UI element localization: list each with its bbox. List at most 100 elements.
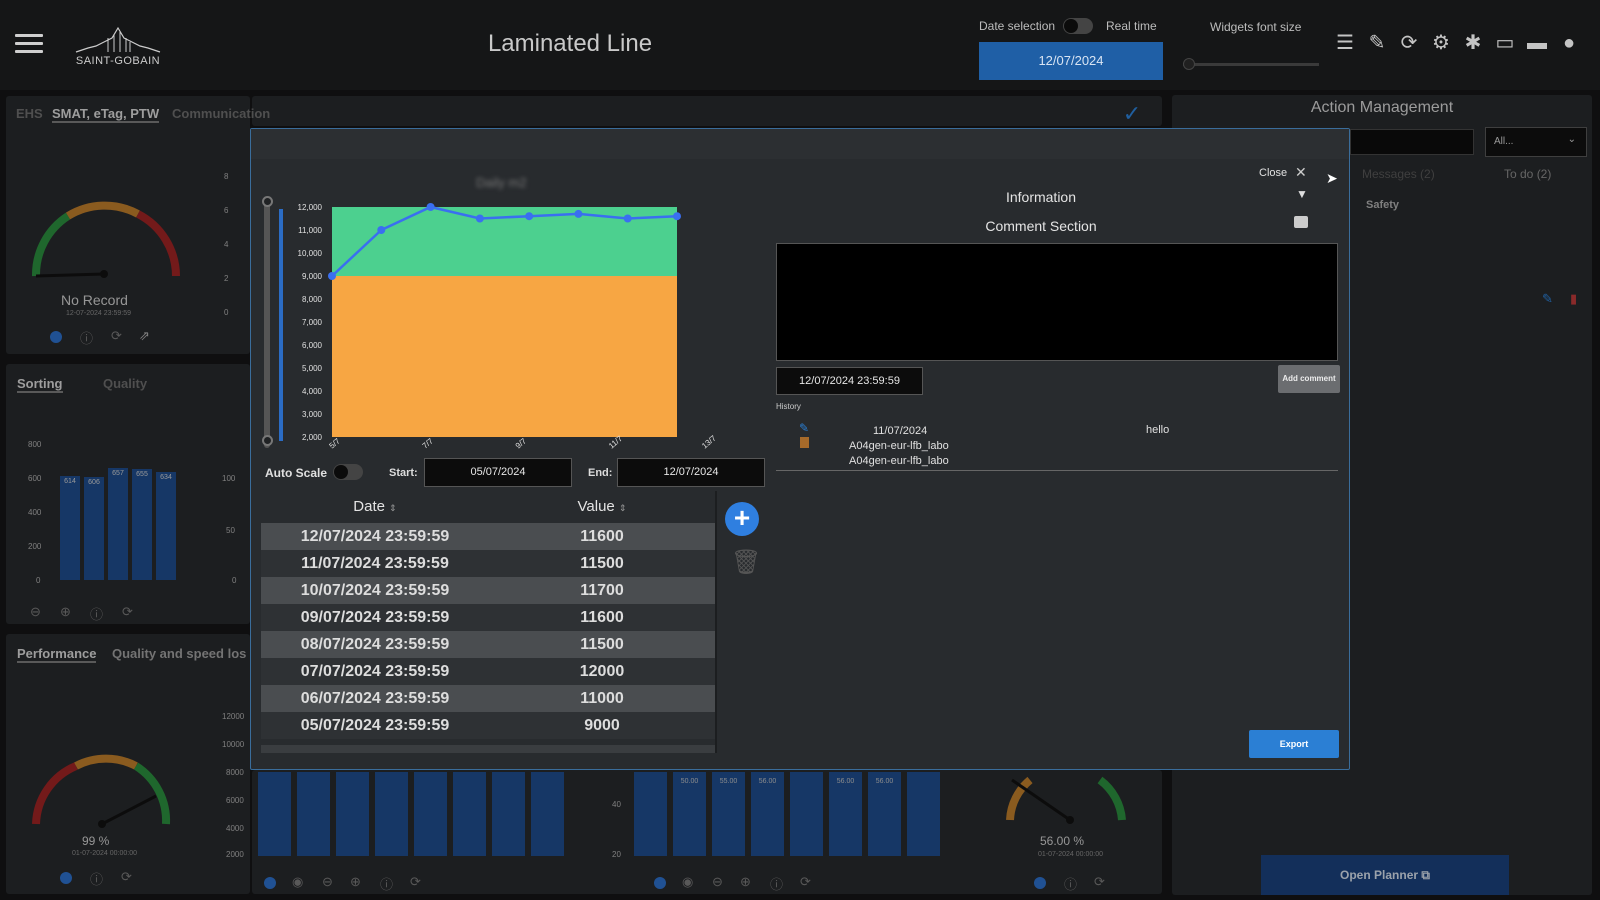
add-row-button[interactable]: + [725, 502, 759, 536]
tab-messages[interactable]: Messages (2) [1362, 167, 1435, 181]
info-icon[interactable]: ⓘ [770, 877, 784, 892]
info-icon[interactable]: ⓘ [90, 607, 104, 622]
tab-quality[interactable]: Quality [103, 376, 148, 391]
range-slider-track[interactable] [264, 202, 270, 448]
bottom-bar [634, 772, 667, 856]
y-tick-label: 6,000 [302, 341, 323, 350]
zoom-out-icon[interactable]: ⊖ [712, 874, 723, 889]
table-row[interactable]: 07/07/2024 23:59:59 12000 [261, 658, 715, 685]
comment-date-input[interactable]: 12/07/2024 23:59:59 [776, 367, 923, 395]
window-icon[interactable]: ▭ [1495, 32, 1515, 54]
gauge1-timestamp: 12-07-2024 23:59:59 [66, 310, 131, 317]
search-input[interactable] [1350, 129, 1474, 155]
cell-value: 9000 [584, 716, 620, 734]
tab-quality-speed[interactable]: Quality and speed los [112, 646, 247, 661]
select-dot-button[interactable] [60, 872, 72, 884]
refresh-icon[interactable]: ⟳ [121, 869, 132, 884]
chevron-down-icon[interactable]: ▼ [1296, 187, 1308, 201]
zoom-in-icon[interactable]: ⊕ [350, 874, 361, 889]
font-size-slider-track[interactable] [1183, 63, 1319, 66]
action-item-label: Safety [1366, 199, 1400, 211]
bar-label: 634 [160, 474, 172, 482]
info-icon[interactable]: ⓘ [80, 331, 94, 346]
refresh-icon[interactable]: ⟳ [800, 874, 811, 889]
refresh-icon[interactable]: ⟳ [1094, 874, 1105, 889]
history-delete-icon[interactable] [800, 437, 809, 448]
y-tick-label: 7,000 [302, 318, 323, 327]
refresh-icon[interactable]: ⟳ [122, 604, 133, 619]
zoom-out-icon[interactable]: ⊖ [322, 874, 333, 889]
range-slider-top-handle[interactable] [262, 196, 273, 207]
delete-icon[interactable]: ▮ [1570, 291, 1578, 306]
hamburger-menu-icon[interactable] [15, 34, 43, 56]
realtime-toggle[interactable] [1063, 18, 1093, 34]
table-row[interactable]: 10/07/2024 23:59:59 11700 [261, 577, 715, 604]
tab-performance[interactable]: Performance [17, 646, 97, 663]
close-icon[interactable]: ✕ [1295, 164, 1307, 180]
column-header-date[interactable]: Date ⇕ [261, 498, 489, 515]
comment-icon[interactable] [1294, 216, 1308, 228]
refresh-icon[interactable]: ⟳ [111, 328, 122, 343]
open-planner-button[interactable]: Open Planner ⧉ [1261, 855, 1509, 895]
zoom-in-icon[interactable]: ⊕ [60, 604, 71, 619]
widgets-font-size-label: Widgets font size [1210, 20, 1302, 34]
delete-row-icon[interactable]: 🗑 [731, 549, 762, 576]
add-comment-button[interactable]: Add comment [1278, 365, 1340, 393]
tab-ehs[interactable]: EHS [16, 106, 43, 121]
column-header-value[interactable]: Value ⇕ [489, 498, 715, 515]
table-row[interactable]: 09/07/2024 23:59:59 11600 [261, 604, 715, 631]
edit-icon[interactable]: ✎ [1542, 291, 1553, 306]
range-slider-bottom-handle[interactable] [262, 435, 273, 446]
layers-icon[interactable]: ☰ [1336, 32, 1354, 54]
start-date-input[interactable]: 05/07/2024 [424, 458, 572, 487]
select-dot-button[interactable] [654, 877, 666, 889]
table-row[interactable]: 05/07/2024 23:59:59 9000 [261, 712, 715, 739]
folder-icon[interactable]: ▬ [1527, 32, 1547, 54]
tab-todo[interactable]: To do (2) [1504, 167, 1552, 181]
auto-scale-toggle[interactable] [333, 464, 363, 480]
filter-select[interactable]: All... ⌄ [1485, 127, 1587, 157]
eye-icon[interactable]: ◉ [292, 874, 304, 889]
bar-label: 655 [136, 470, 148, 478]
export-button[interactable]: Export [1249, 730, 1339, 758]
tab-sorting[interactable]: Sorting [17, 376, 63, 393]
axis-tick: 800 [28, 440, 42, 449]
tab-smat[interactable]: SMAT, eTag, PTW [52, 106, 160, 123]
zoom-out-icon[interactable]: ⊖ [30, 604, 41, 619]
check-add-icon[interactable]: ✓ [1122, 101, 1142, 126]
external-link-icon[interactable]: ⇗ [139, 328, 150, 343]
tab-communication[interactable]: Communication [172, 106, 271, 121]
eye-icon[interactable]: ◉ [682, 874, 694, 889]
info-icon[interactable]: ⓘ [1064, 877, 1078, 892]
table-row[interactable]: 12/07/2024 23:59:59 11600 [261, 523, 715, 550]
y-tick-label: 9,000 [302, 272, 323, 281]
bug-icon[interactable]: ✱ [1464, 32, 1482, 54]
cell-date: 09/07/2024 23:59:59 [300, 608, 450, 626]
user-icon[interactable]: ● [1562, 32, 1576, 54]
select-dot-button[interactable] [50, 331, 62, 343]
font-size-slider-handle[interactable] [1183, 58, 1195, 70]
axis-tick: 8 [224, 172, 229, 181]
cell-value: 11700 [580, 581, 624, 599]
gear-icon[interactable]: ⚙ [1432, 32, 1450, 54]
information-header[interactable]: Information [1005, 189, 1077, 205]
date-picker[interactable]: 12/07/2024 [979, 42, 1163, 80]
zoom-in-icon[interactable]: ⊕ [740, 874, 751, 889]
refresh-icon[interactable]: ⟳ [410, 874, 421, 889]
table-row[interactable]: 11/07/2024 23:59:59 11500 [261, 550, 715, 577]
table-row[interactable]: 08/07/2024 23:59:59 11500 [261, 631, 715, 658]
pencil-icon[interactable]: ✎ [1368, 32, 1386, 54]
info-icon[interactable]: ⓘ [380, 877, 394, 892]
info-icon[interactable]: ⓘ [90, 872, 104, 887]
table-scrollbar[interactable] [261, 745, 715, 753]
history-edit-icon[interactable]: ✎ [799, 421, 810, 435]
comment-textarea[interactable] [776, 243, 1338, 361]
refresh-icon[interactable]: ⟳ [1400, 32, 1418, 54]
axis-tick: 2000 [226, 850, 244, 859]
table-row[interactable]: 06/07/2024 23:59:59 11000 [261, 685, 715, 712]
select-dot-button[interactable] [264, 877, 276, 889]
end-date-input[interactable]: 12/07/2024 [617, 458, 765, 487]
select-dot-button[interactable] [1034, 877, 1046, 889]
divider [715, 491, 717, 753]
close-label[interactable]: Close [1259, 167, 1288, 179]
